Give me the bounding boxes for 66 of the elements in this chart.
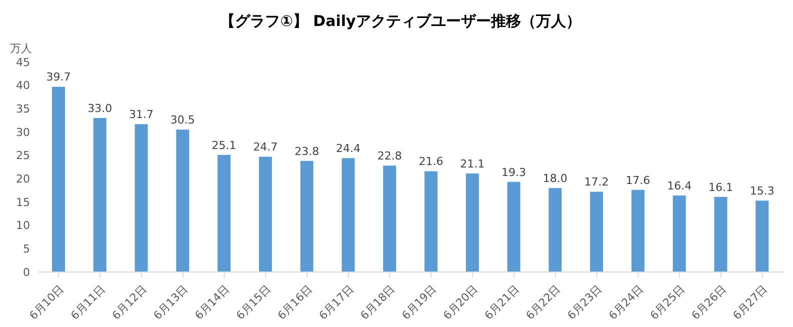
bar	[424, 171, 438, 272]
bar	[383, 166, 396, 272]
data-label: 30.5	[170, 114, 195, 127]
bar	[466, 174, 479, 272]
x-tick-label: 6月17日	[316, 282, 356, 322]
x-tick-label: 6月18日	[358, 282, 398, 322]
x-tick-label: 6月11日	[68, 282, 108, 322]
y-tick-label: 40	[16, 79, 30, 92]
y-axis-title: 万人	[10, 41, 32, 56]
x-tick-label: 6月23日	[564, 282, 605, 322]
data-label: 22.8	[377, 150, 402, 163]
data-label: 33.0	[88, 102, 112, 115]
y-tick-label: 25	[16, 149, 30, 162]
data-label: 21.6	[418, 155, 444, 168]
bar	[672, 195, 686, 272]
y-tick-label: 10	[16, 219, 30, 232]
x-tick-label: 6月26日	[689, 282, 729, 322]
data-label: 24.4	[336, 142, 360, 156]
y-tick-label: 20	[16, 172, 30, 186]
bar	[52, 86, 65, 272]
data-label: 19.3	[502, 166, 526, 179]
x-tick-label: 6月14日	[192, 282, 232, 322]
x-tick-label: 6月12日	[110, 282, 150, 322]
data-label: 16.1	[708, 180, 733, 194]
x-tick-label: 6月27日	[730, 282, 770, 322]
x-tick-label: 6月13日	[151, 282, 191, 322]
y-tick-label: 35	[16, 102, 30, 116]
bar	[507, 182, 520, 272]
bar	[342, 158, 355, 272]
y-tick-label: 5	[23, 242, 30, 256]
chart-title: 【グラフ①】 Dailyアクティブユーザー推移（万人）	[219, 12, 582, 31]
data-label: 21.1	[460, 158, 485, 171]
data-label: 31.7	[129, 108, 154, 122]
bar	[176, 130, 190, 272]
data-label: 15.3	[750, 184, 774, 198]
data-label: 17.6	[626, 174, 650, 187]
x-tick-label: 6月20日	[440, 282, 480, 322]
bar	[300, 160, 314, 272]
data-label: 16.4	[667, 179, 692, 192]
bar	[590, 192, 604, 272]
bar	[714, 196, 728, 272]
x-tick-label: 6月24日	[606, 282, 646, 322]
y-tick-label: 0	[23, 266, 30, 279]
bar	[93, 118, 106, 272]
x-tick-label: 6月21日	[482, 282, 522, 322]
bar	[756, 200, 769, 272]
y-tick-label: 45	[16, 56, 30, 69]
data-label: 17.2	[584, 176, 609, 189]
x-tick-label: 6月15日	[234, 282, 274, 322]
x-tick-label: 6月22日	[524, 282, 564, 322]
x-tick-label: 6月25日	[648, 282, 688, 322]
data-label: 25.1	[212, 138, 236, 152]
data-label: 23.8	[294, 144, 320, 158]
y-tick-label: 15	[16, 196, 30, 209]
bar	[258, 156, 272, 272]
y-tick-label: 30	[16, 126, 30, 139]
data-label: 39.7	[46, 70, 71, 84]
bar	[631, 190, 644, 272]
data-label: 24.7	[253, 140, 278, 154]
bar	[548, 188, 562, 272]
x-tick-label: 6月10日	[26, 282, 66, 322]
x-tick-label: 6月16日	[275, 282, 315, 322]
data-label: 18.0	[542, 172, 568, 185]
bar	[218, 154, 231, 272]
x-tick-label: 6月19日	[399, 282, 439, 322]
bar	[134, 124, 148, 272]
